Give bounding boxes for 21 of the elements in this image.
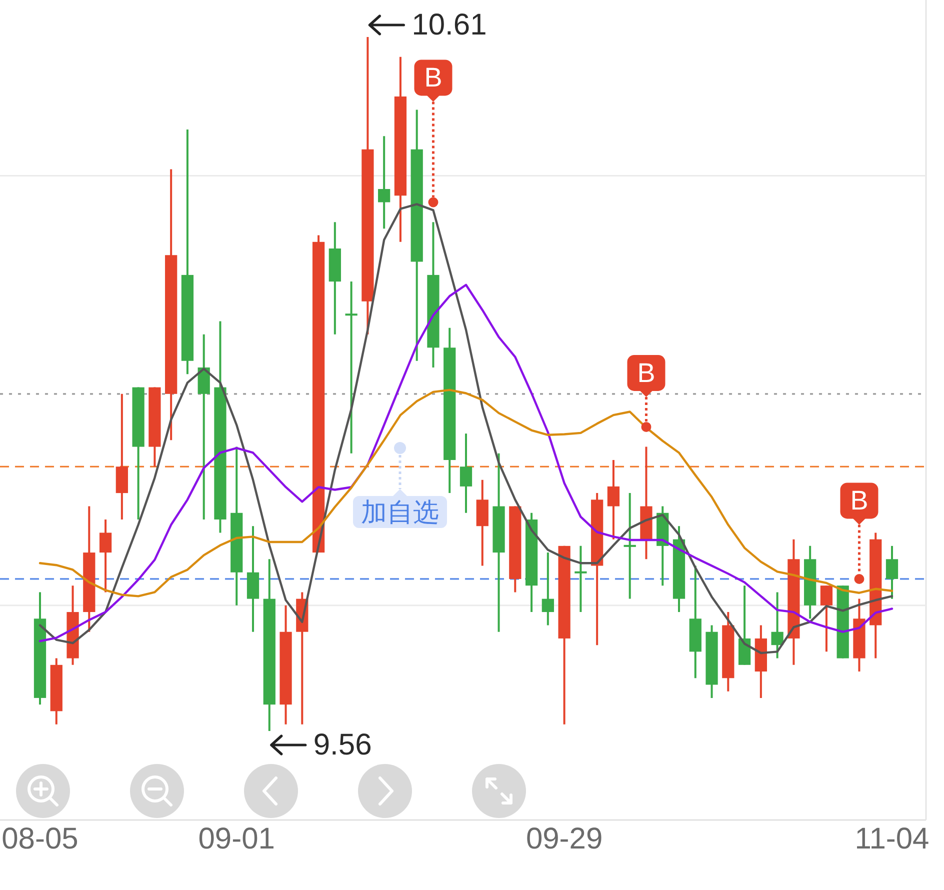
data-label: B: [637, 358, 656, 388]
annotation: 10.61: [412, 8, 487, 42]
x-tick-label: 09-01: [198, 822, 275, 856]
candlestick: [574, 544, 587, 614]
candlestick: [378, 135, 390, 230]
candlestick: [542, 552, 554, 626]
annotation: 9.56: [313, 728, 372, 762]
candlestick: [624, 492, 636, 600]
candlestick: [820, 584, 833, 653]
x-tick-label: 11-04: [854, 822, 930, 856]
candlestick: [771, 591, 784, 660]
data-label: B: [850, 486, 868, 516]
candlestick: [99, 518, 112, 594]
candlestick: [460, 432, 472, 514]
annotation: 加自选: [361, 497, 439, 527]
candlestick: [607, 459, 620, 540]
data-label: B: [424, 62, 442, 93]
candlestick: [886, 544, 898, 600]
x-tick-label: 08-05: [2, 822, 78, 856]
candlestick: [345, 280, 358, 454]
x-tick-label: 09-29: [526, 822, 603, 856]
